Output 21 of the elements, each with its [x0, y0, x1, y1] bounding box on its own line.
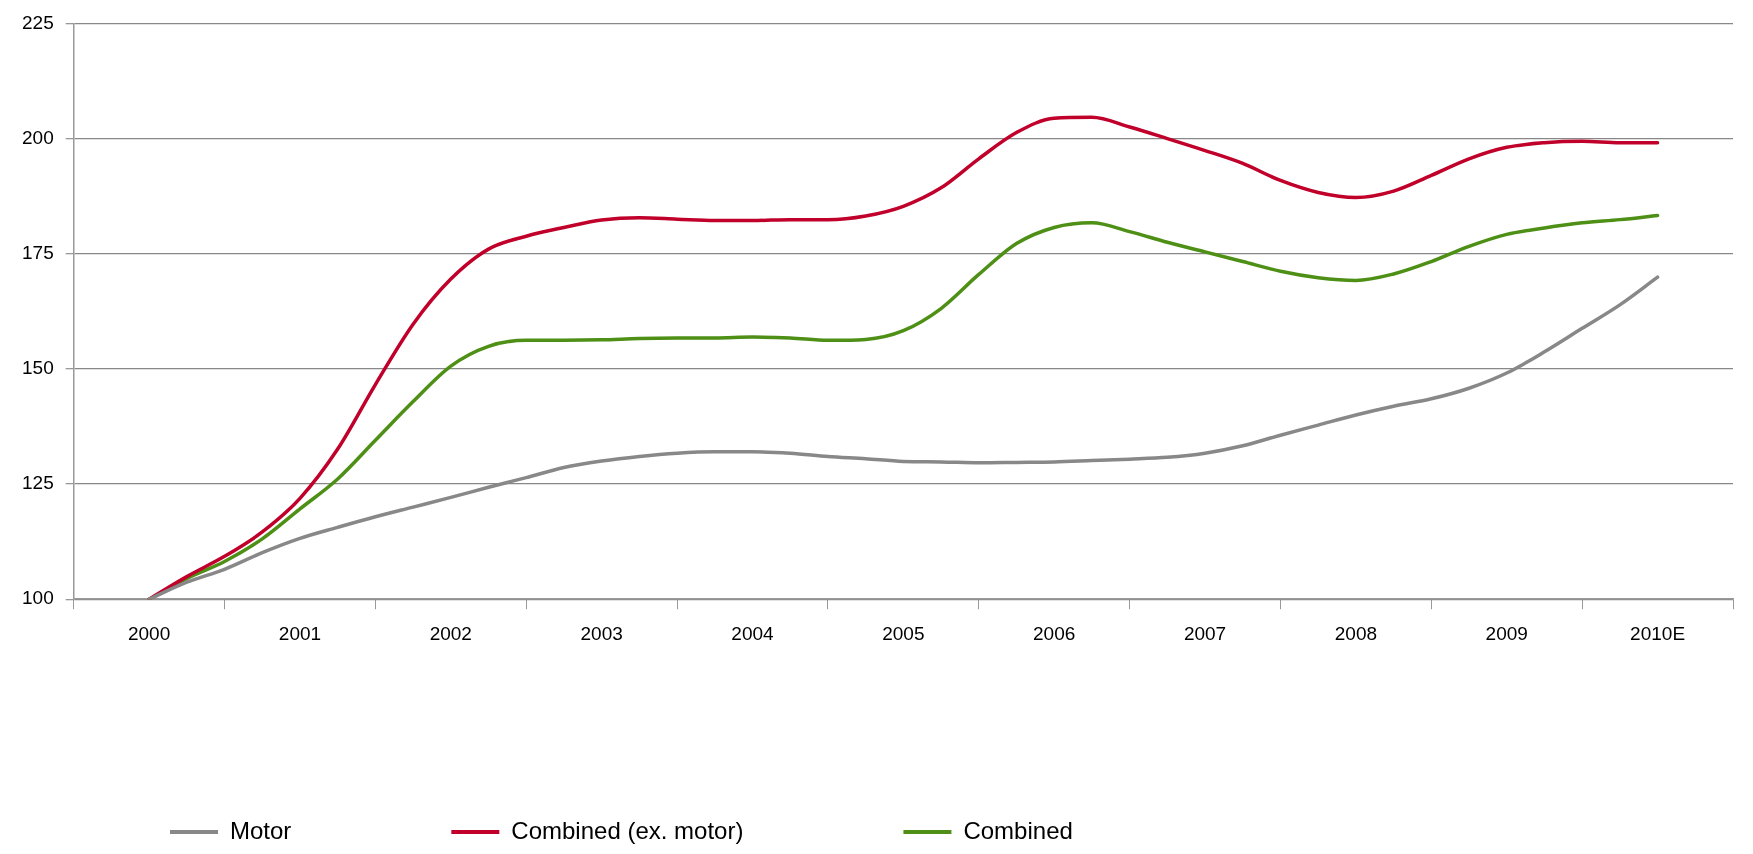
x-tick-label: 2006: [1033, 622, 1076, 644]
y-tick-label: 175: [22, 241, 54, 263]
y-tick-label: 150: [22, 357, 54, 379]
x-tick-label: 2000: [127, 622, 171, 644]
x-tick-label: 2010E: [1630, 622, 1686, 644]
x-tick-label: 2002: [429, 622, 472, 644]
y-tick-label: 100: [22, 587, 54, 609]
legend-label: Motor: [230, 816, 292, 844]
y-tick-label: 225: [22, 11, 54, 33]
legend-label: Combined: [963, 816, 1073, 844]
x-tick-label: 2007: [1183, 622, 1227, 644]
x-tick-label: 2008: [1334, 622, 1378, 644]
x-tick-label: 2005: [882, 622, 925, 644]
y-tick-label: 200: [22, 126, 54, 148]
legend-label: Combined (ex. motor): [511, 816, 744, 844]
y-tick-label: 125: [22, 472, 54, 494]
x-tick-label: 2004: [731, 622, 775, 644]
line-series: [147, 115, 1660, 600]
x-tick-label: 2003: [580, 622, 623, 644]
x-tick-label: 2009: [1485, 622, 1528, 644]
x-tick-label: 2001: [278, 622, 322, 644]
